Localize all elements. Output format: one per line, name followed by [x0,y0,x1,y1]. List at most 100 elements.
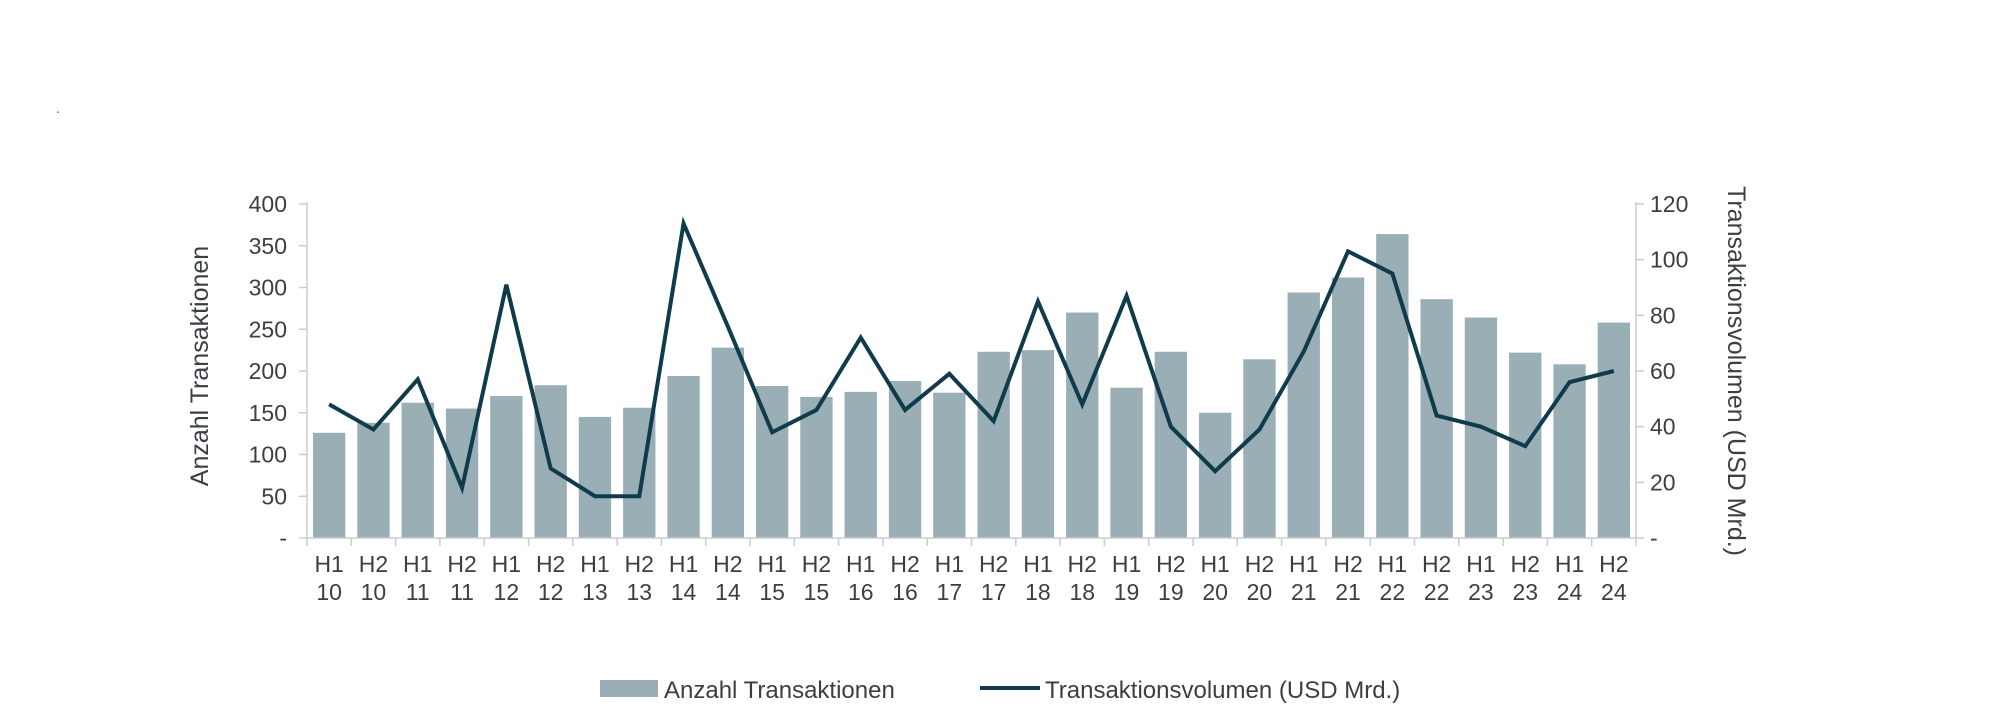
x-tick-label-half: H1 [1378,551,1407,577]
bar [711,347,745,538]
bar [1597,322,1631,538]
x-tick-label-half: H1 [1555,551,1584,577]
y-right-tick-label: 60 [1650,358,1676,384]
bar [933,392,966,538]
y-left-tick-labels: - 50 100 150 200 250 300 350 400 [249,191,287,551]
x-tick-label-year: 14 [671,579,697,605]
y-right-tick-label: 100 [1650,247,1688,273]
bar-series [312,234,1631,538]
x-tick-label-year: 14 [715,579,741,605]
x-tick-label-year: 24 [1557,579,1583,605]
y-left-axis-label: Anzahl Transaktionen [186,246,214,486]
x-tick-label-year: 20 [1202,579,1228,605]
x-tick-labels: H110H210H111H211H112H212H113H213H114H214… [314,551,1628,605]
bar [800,396,833,538]
y-left-tick-label: 200 [249,358,287,384]
axes [299,202,1644,546]
bar [844,391,877,538]
y-right-tick-label: 80 [1650,302,1676,328]
x-tick-label-year: 12 [538,579,564,605]
y-left-tick-label: 100 [249,442,287,468]
x-tick-label-year: 15 [804,579,830,605]
bar [401,402,434,538]
x-tick-label-year: 16 [848,579,874,605]
x-tick-label-year: 22 [1424,579,1450,605]
x-tick-label-half: H1 [492,551,521,577]
bar [667,376,700,538]
y-right-axis-label: Transaktionsvolumen (USD Mrd.) [1722,186,1750,556]
x-tick-label-half: H2 [536,551,565,577]
x-tick-label-year: 20 [1247,579,1273,605]
volume-line [328,216,1615,499]
y-left-tick-label: - [279,525,287,551]
x-tick-label-half: H1 [1112,551,1141,577]
bar [1154,351,1188,538]
x-tick-label-half: H2 [979,551,1008,577]
x-tick-label-half: H1 [1289,551,1318,577]
bar [490,396,523,538]
y-left-tick-label: 250 [249,316,287,342]
x-tick-label-year: 17 [937,579,963,605]
x-tick-label-half: H2 [802,551,831,577]
bar [1376,234,1409,538]
bar [357,422,390,538]
y-right-tick-label: 40 [1650,414,1676,440]
y-right-tick-labels: - 20 40 60 80 100 120 [1650,191,1688,551]
x-tick-label-half: H1 [935,551,964,577]
x-tick-label-half: H2 [625,551,654,577]
x-tick-label-year: 24 [1601,579,1627,605]
x-tick-label-year: 23 [1512,579,1538,605]
x-tick-label-year: 11 [406,579,430,605]
bar [312,432,346,538]
x-tick-label-year: 16 [892,579,918,605]
x-tick-label-year: 21 [1291,579,1317,605]
x-tick-label-half: H1 [580,551,609,577]
x-tick-label-half: H1 [1466,551,1495,577]
y-left-tick-label: 300 [249,275,287,301]
x-tick-label-half: H1 [403,551,432,577]
y-left-tick-label: 400 [249,191,287,217]
x-tick-label-half: H1 [846,551,875,577]
x-tick-label-year: 15 [759,579,785,605]
x-tick-label-year: 18 [1069,579,1095,605]
x-tick-label-half: H2 [447,551,476,577]
x-tick-label-half: H2 [1422,551,1451,577]
x-tick-label-half: H2 [1245,551,1274,577]
bar [1331,277,1365,538]
x-tick-label-year: 18 [1025,579,1051,605]
x-tick-label-half: H2 [890,551,919,577]
x-tick-label-year: 17 [981,579,1007,605]
x-tick-label-half: H1 [314,551,343,577]
legend-label-line: Transaktionsvolumen (USD Mrd.) [1045,677,1400,704]
x-tick-label-half: H2 [1156,551,1185,577]
line-series [328,216,1615,499]
x-tick-label-half: H2 [359,551,388,577]
bar [1553,364,1586,538]
x-tick-label-year: 10 [361,579,387,605]
y-left-tick-label: 350 [249,233,287,259]
x-tick-label-half: H1 [669,551,698,577]
y-left-tick-label: 150 [249,400,287,426]
x-tick-label-half: H1 [757,551,786,577]
legend-swatch-bars [600,680,658,697]
bar [1287,292,1320,538]
bar [1198,412,1232,538]
y-right-tick-label: 120 [1650,191,1688,217]
stray-mark: . [56,100,60,116]
x-tick-label-year: 19 [1158,579,1184,605]
y-right-tick-label: - [1650,525,1658,551]
x-tick-label-half: H2 [1511,551,1540,577]
x-tick-label-year: 19 [1114,579,1140,605]
x-tick-label-half: H1 [1200,551,1229,577]
bar [1066,312,1099,538]
x-tick-label-year: 21 [1335,579,1361,605]
y-right-tick-label: 20 [1650,469,1676,495]
x-tick-label-half: H2 [1599,551,1628,577]
x-tick-label-year: 12 [494,579,520,605]
legend-label-bars: Anzahl Transaktionen [664,677,895,704]
bar [1021,350,1055,538]
bar [1243,359,1276,538]
x-tick-label-half: H2 [1068,551,1097,577]
x-tick-label-half: H2 [713,551,742,577]
bar [578,416,612,538]
